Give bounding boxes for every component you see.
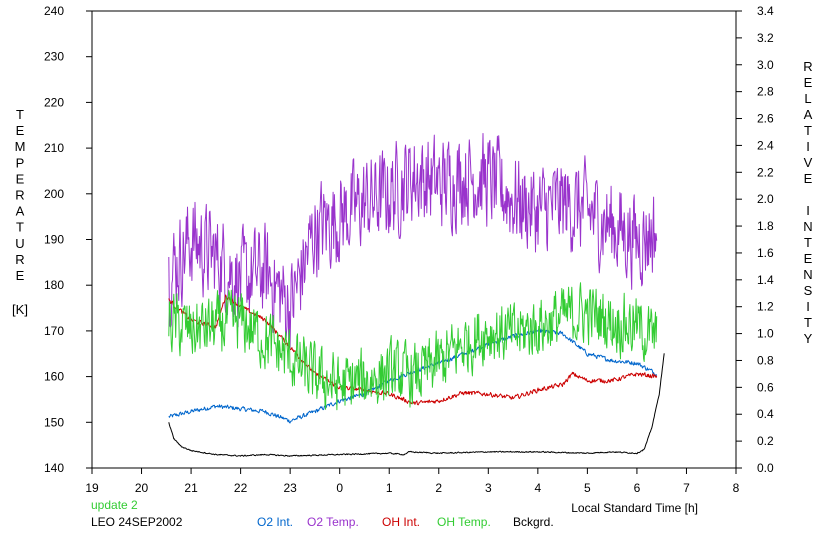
y-left-tick-label: 240 bbox=[44, 4, 64, 18]
y-right-title-letter: E bbox=[804, 251, 813, 266]
y-left-title-letter: E bbox=[16, 268, 25, 283]
y-right-title-letter: L bbox=[804, 91, 811, 106]
y-right-title-letter: T bbox=[804, 123, 812, 138]
x-tick-label: 21 bbox=[184, 481, 198, 495]
y-right-title-letter: N bbox=[803, 219, 812, 234]
y-left-tick-label: 140 bbox=[44, 461, 64, 475]
y-right-title-letter: I bbox=[806, 299, 810, 314]
y-right-title-letter: T bbox=[804, 315, 812, 330]
y-right-title-letter: I bbox=[806, 139, 810, 154]
y-left-tick-label: 210 bbox=[44, 141, 64, 155]
y-right-title-letter: V bbox=[804, 155, 813, 170]
y-left-tick-label: 190 bbox=[44, 233, 64, 247]
y-left-title-letter: R bbox=[15, 188, 24, 203]
y-right-tick-label: 2.6 bbox=[757, 112, 774, 126]
y-right-tick-label: 1.6 bbox=[757, 246, 774, 260]
series-line-1 bbox=[168, 133, 658, 351]
y-right-tick-labels: 0.0 0.2 0.4 0.6 0.8 1.0 1.2 1.4 1.6 1.8 2.0 2.2 2.4 2… bbox=[757, 4, 774, 475]
y-right-title-letter: I bbox=[806, 203, 810, 218]
y-left-title-letter: R bbox=[15, 252, 24, 267]
legend: O2 Int. O2 Temp. OH Int. OH Temp. Bckgrd. bbox=[257, 515, 554, 529]
y-right-tick-label: 0.4 bbox=[757, 407, 774, 421]
legend-entry: Bckgrd. bbox=[513, 515, 554, 529]
x-tick-label: 5 bbox=[584, 481, 591, 495]
y-left-tick-label: 200 bbox=[44, 187, 64, 201]
x-tick-label: 7 bbox=[683, 481, 690, 495]
y-right-title-letter: S bbox=[804, 283, 813, 298]
legend-entry: O2 Int. bbox=[257, 515, 293, 529]
y-left-axis-unit: [K] bbox=[12, 302, 28, 317]
y-left-title-letter: T bbox=[16, 220, 24, 235]
x-tick-label: 8 bbox=[733, 481, 740, 495]
y-right-title-letter: Y bbox=[804, 331, 813, 346]
tick-marks bbox=[86, 10, 742, 474]
status-text: update 2 bbox=[91, 498, 138, 512]
y-left-title-letter: E bbox=[16, 123, 25, 138]
y-right-tick-label: 2.0 bbox=[757, 192, 774, 206]
x-tick-label: 0 bbox=[336, 481, 343, 495]
y-right-tick-label: 2.2 bbox=[757, 165, 774, 179]
y-right-tick-label: 3.0 bbox=[757, 58, 774, 72]
plot-frame bbox=[91, 10, 737, 469]
y-left-title-letter: P bbox=[16, 155, 25, 170]
series-lines bbox=[168, 133, 665, 457]
series-line-3 bbox=[168, 282, 658, 411]
y-right-tick-label: 1.4 bbox=[757, 273, 774, 287]
series-line-4 bbox=[168, 353, 665, 457]
y-left-tick-label: 180 bbox=[44, 278, 64, 292]
x-tick-label: 4 bbox=[535, 481, 542, 495]
y-right-tick-label: 1.0 bbox=[757, 327, 774, 341]
x-tick-label: 22 bbox=[234, 481, 248, 495]
y-left-tick-label: 160 bbox=[44, 370, 64, 384]
legend-entry: O2 Temp. bbox=[307, 515, 359, 529]
y-left-tick-label: 220 bbox=[44, 95, 64, 109]
y-left-title-letter: M bbox=[15, 139, 26, 154]
x-tick-label: 6 bbox=[634, 481, 641, 495]
x-tick-label: 23 bbox=[283, 481, 297, 495]
y-right-title-letter: E bbox=[804, 171, 813, 186]
y-right-title-letter: E bbox=[804, 75, 813, 90]
y-right-tick-label: 2.4 bbox=[757, 138, 774, 152]
y-left-title-letter: A bbox=[16, 204, 25, 219]
y-right-tick-label: 0.6 bbox=[757, 380, 774, 394]
y-right-tick-label: 3.2 bbox=[757, 31, 774, 45]
y-right-title-letter: A bbox=[804, 107, 813, 122]
legend-entry: OH Int. bbox=[382, 515, 420, 529]
caption-text: LEO 24SEP2002 bbox=[91, 515, 183, 529]
x-tick-label: 20 bbox=[135, 481, 149, 495]
y-right-tick-label: 1.2 bbox=[757, 300, 774, 314]
y-left-title-letter: U bbox=[15, 236, 24, 251]
y-left-tick-label: 150 bbox=[44, 415, 64, 429]
legend-entry: OH Temp. bbox=[437, 515, 491, 529]
y-right-title-letter: N bbox=[803, 267, 812, 282]
y-right-title-letter: T bbox=[804, 235, 812, 250]
x-tick-label: 1 bbox=[386, 481, 393, 495]
y-left-title-letter: T bbox=[16, 107, 24, 122]
y-left-tick-labels: 140 150 160 170 180 190 200 210 220 230 240 bbox=[44, 4, 64, 475]
y-left-tick-label: 170 bbox=[44, 324, 64, 338]
y-right-tick-label: 0.2 bbox=[757, 434, 774, 448]
y-right-tick-label: 1.8 bbox=[757, 219, 774, 233]
y-right-tick-label: 0.0 bbox=[757, 461, 774, 475]
x-axis-title: Local Standard Time [h] bbox=[571, 501, 698, 515]
y-right-tick-label: 3.4 bbox=[757, 4, 774, 18]
y-right-title-letter: R bbox=[803, 59, 812, 74]
x-tick-labels: 19 20 21 22 23 0 1 2 3 4 5 6 7 8 bbox=[85, 481, 739, 495]
y-right-tick-label: 0.8 bbox=[757, 353, 774, 367]
y-right-tick-label: 2.8 bbox=[757, 85, 774, 99]
y-left-tick-label: 230 bbox=[44, 50, 64, 64]
x-tick-label: 2 bbox=[435, 481, 442, 495]
x-tick-label: 19 bbox=[85, 481, 99, 495]
y-left-title-letter: E bbox=[16, 171, 25, 186]
x-tick-label: 3 bbox=[485, 481, 492, 495]
